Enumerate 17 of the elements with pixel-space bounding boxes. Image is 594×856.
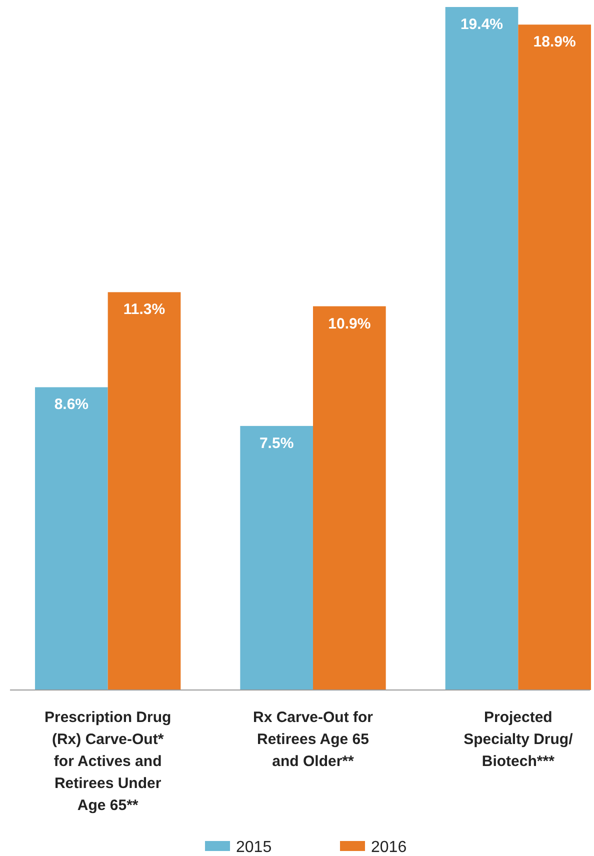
data-label: 8.6% <box>54 396 89 414</box>
data-label: 7.5% <box>259 434 294 452</box>
data-label: 10.9% <box>328 315 371 332</box>
x-tick-label: Rx Carve-Out for Retirees Age 65 and Older** <box>252 709 374 770</box>
legend-label: 2015 <box>236 839 272 856</box>
bar <box>240 426 313 690</box>
bar <box>445 7 518 690</box>
data-label: 18.9% <box>533 34 576 51</box>
legend-label: 2016 <box>371 839 407 856</box>
x-tick-label: Projected Specialty Drug/Biotech*** <box>464 709 574 770</box>
bar <box>108 292 181 690</box>
x-tick-label: Prescription Drug (Rx) Carve-Out* for Actives and Retirees Under Age 65** <box>44 709 172 814</box>
data-label: 11.3% <box>123 301 166 318</box>
bar <box>35 387 108 690</box>
bar <box>313 306 386 690</box>
bar <box>518 24 591 690</box>
data-label: 19.4% <box>460 16 504 33</box>
